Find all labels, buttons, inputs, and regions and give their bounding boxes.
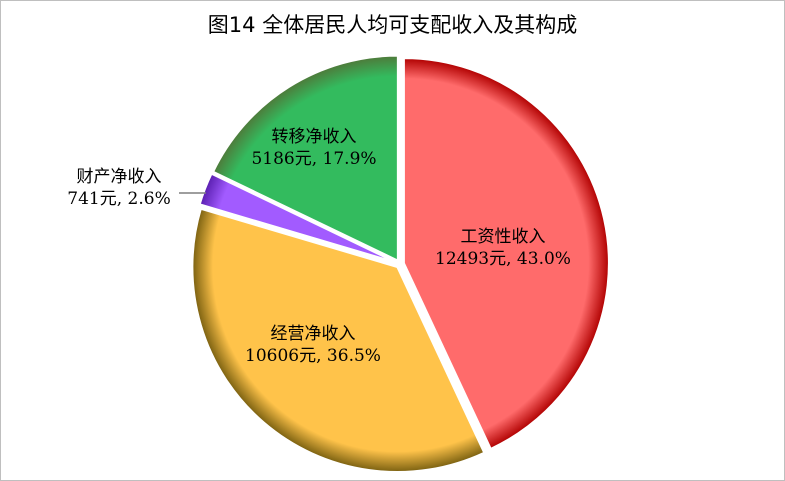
slice-label-property: 财产净收入 741元, 2.6% <box>67 166 170 210</box>
slice-name: 经营净收入 <box>270 324 356 344</box>
pie-slice-business <box>191 207 486 473</box>
slice-label-wages: 工资性收入 12493元, 43.0% <box>435 226 571 270</box>
slice-name: 财产净收入 <box>76 167 162 187</box>
pie-slice-transfer <box>211 54 399 263</box>
slice-label-business: 经营净收入 10606元, 36.5% <box>245 323 381 367</box>
slice-value: 12493元, 43.0% <box>435 249 571 269</box>
slice-label-transfer: 转移净收入 5186元, 17.9% <box>251 126 376 170</box>
slice-value: 741元, 2.6% <box>67 189 171 209</box>
chart-title: 图14 全体居民人均可支配收入及其构成 <box>207 13 578 37</box>
slice-name: 转移净收入 <box>271 127 357 147</box>
slice-value: 10606元, 36.5% <box>245 346 381 366</box>
pie-slice-wages <box>402 57 610 451</box>
slice-value: 5186元, 17.9% <box>251 149 377 169</box>
slice-name: 工资性收入 <box>460 227 546 247</box>
pie-slice-property <box>198 172 397 264</box>
